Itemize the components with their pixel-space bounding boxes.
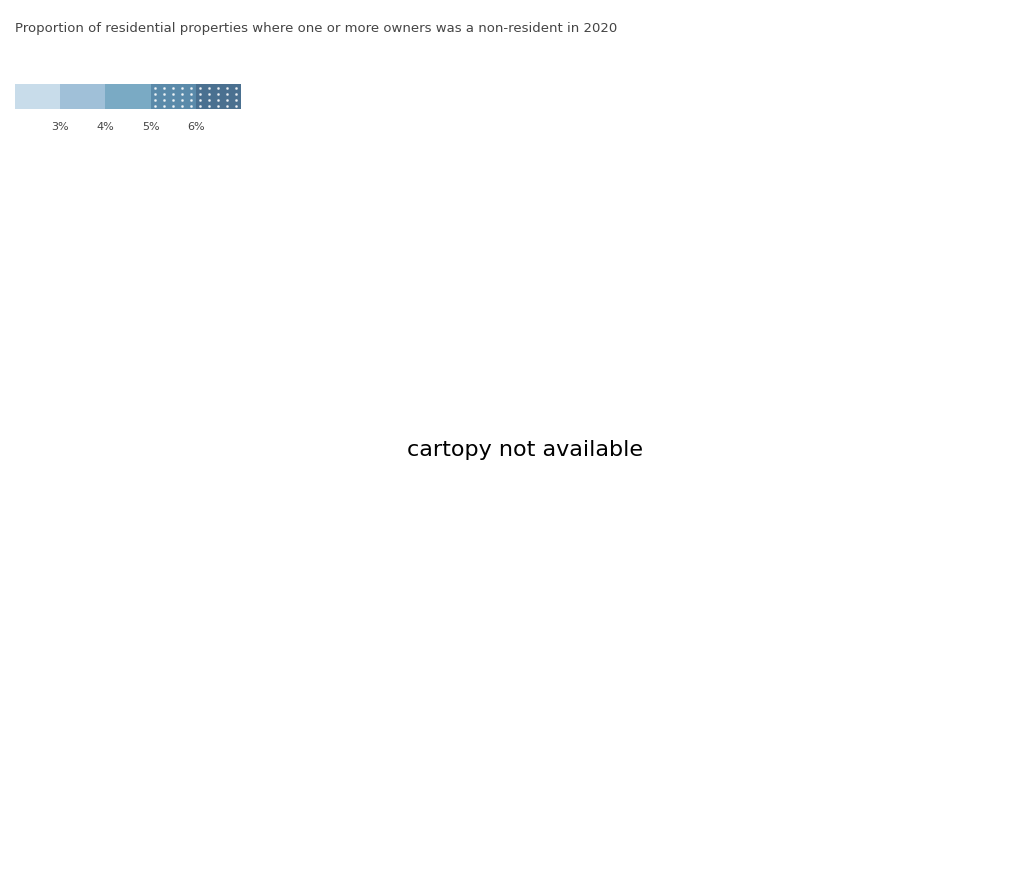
Text: 6%: 6%	[186, 122, 205, 132]
Text: 3%: 3%	[51, 122, 70, 132]
Text: cartopy not available: cartopy not available	[407, 441, 643, 460]
Text: Proportion of residential properties where one or more owners was a non-resident: Proportion of residential properties whe…	[15, 22, 617, 36]
Text: 5%: 5%	[141, 122, 160, 132]
Text: 4%: 4%	[96, 122, 115, 132]
